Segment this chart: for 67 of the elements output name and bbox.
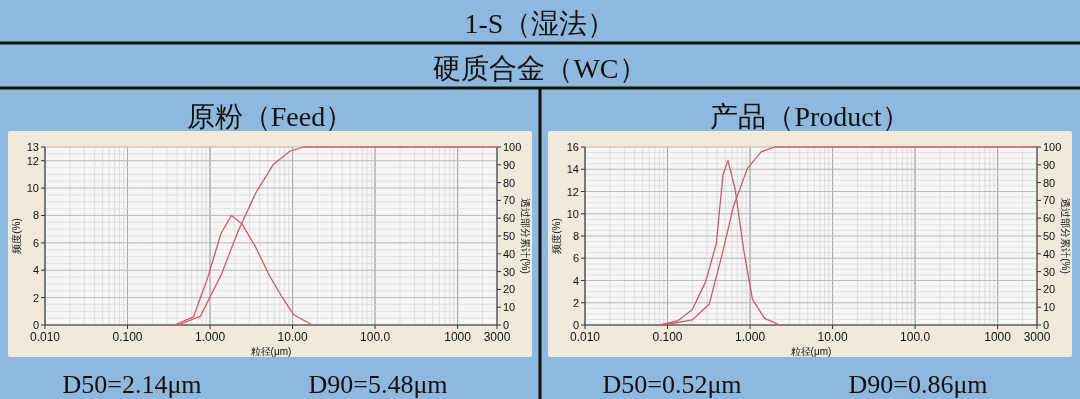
x-tick-label: 10.00 — [277, 330, 308, 344]
y2-tick-label: 100 — [503, 141, 522, 153]
y2-tick-label: 20 — [1043, 283, 1056, 296]
y2-tick-label: 80 — [1043, 176, 1056, 189]
y-tick-label: 8 — [32, 209, 39, 222]
y-tick-label: 0 — [32, 319, 39, 331]
y2-tick-label: 0 — [1043, 319, 1050, 331]
y2-tick-label: 60 — [503, 212, 516, 225]
y-tick-label: 10 — [566, 207, 579, 220]
chart-title: 原粉（Feed） — [186, 101, 354, 132]
y2-tick-label: 50 — [503, 230, 516, 242]
y-axis-title: 频度(%) — [551, 218, 562, 254]
text: D50=0.52μm — [602, 370, 742, 399]
y2-tick-label: 50 — [1043, 230, 1056, 242]
x-tick-label: 1.000 — [195, 330, 226, 344]
y2-tick-label: 10 — [1043, 301, 1056, 314]
x-tick-label: 3000 — [1023, 330, 1051, 344]
y2-tick-label: 20 — [503, 283, 516, 296]
y2-tick-label: 10 — [503, 301, 516, 314]
y2-tick-label: 80 — [503, 176, 516, 189]
y-tick-label: 0 — [572, 319, 579, 331]
y-tick-label: 10 — [26, 182, 39, 195]
y2-tick-label: 30 — [503, 265, 516, 278]
x-tick-label: 1.000 — [735, 330, 766, 344]
x-tick-label: 1000 — [984, 330, 1012, 344]
text: D50=2.14μm — [62, 370, 202, 399]
chart-title: 产品（Product） — [710, 101, 910, 132]
y-tick-label: 6 — [572, 252, 579, 265]
y2-axis-title: 透过部分累计(%) — [520, 198, 531, 274]
y2-tick-label: 70 — [1043, 194, 1056, 207]
y2-axis-title: 透过部分累计(%) — [1060, 198, 1071, 274]
y2-tick-label: 70 — [503, 194, 516, 207]
y-tick-label: 6 — [32, 236, 39, 249]
y2-tick-label: 100 — [1043, 141, 1062, 153]
x-tick-label: 0.100 — [112, 330, 143, 344]
x-tick-label: 100.0 — [900, 330, 931, 344]
text: 硬质合金（WC） — [433, 53, 647, 84]
y-tick-label: 12 — [26, 154, 39, 167]
y-tick-label: 13 — [26, 141, 39, 153]
text: D90=0.86μm — [848, 370, 988, 399]
y-tick-label: 12 — [566, 185, 579, 198]
x-axis-title: 粒径(μm) — [250, 346, 292, 357]
x-tick-label: 10.00 — [817, 330, 848, 344]
y-tick-label: 16 — [566, 141, 579, 153]
y-tick-label: 2 — [32, 291, 39, 304]
y-tick-label: 4 — [32, 264, 39, 277]
y2-tick-label: 90 — [1043, 158, 1056, 171]
y-tick-label: 8 — [572, 230, 579, 242]
y2-tick-label: 30 — [1043, 265, 1056, 278]
text: 1-S（湿法） — [464, 8, 616, 39]
y2-tick-label: 40 — [503, 247, 516, 260]
y-tick-label: 14 — [566, 163, 579, 176]
y-tick-label: 2 — [572, 296, 579, 309]
text: D90=5.48μm — [308, 370, 448, 399]
y-axis-title: 频度(%) — [11, 218, 22, 254]
y2-tick-label: 60 — [1043, 212, 1056, 225]
x-tick-label: 0.010 — [29, 330, 61, 344]
y2-tick-label: 0 — [503, 319, 510, 331]
x-tick-label: 0.100 — [652, 330, 683, 344]
x-tick-label: 1000 — [444, 330, 472, 344]
x-tick-label: 100.0 — [360, 330, 391, 344]
y2-tick-label: 90 — [503, 158, 516, 171]
x-axis-title: 粒径(μm) — [790, 346, 832, 357]
y2-tick-label: 40 — [1043, 247, 1056, 260]
x-tick-label: 0.010 — [569, 330, 601, 344]
x-tick-label: 3000 — [483, 330, 511, 344]
y-tick-label: 4 — [572, 274, 579, 287]
